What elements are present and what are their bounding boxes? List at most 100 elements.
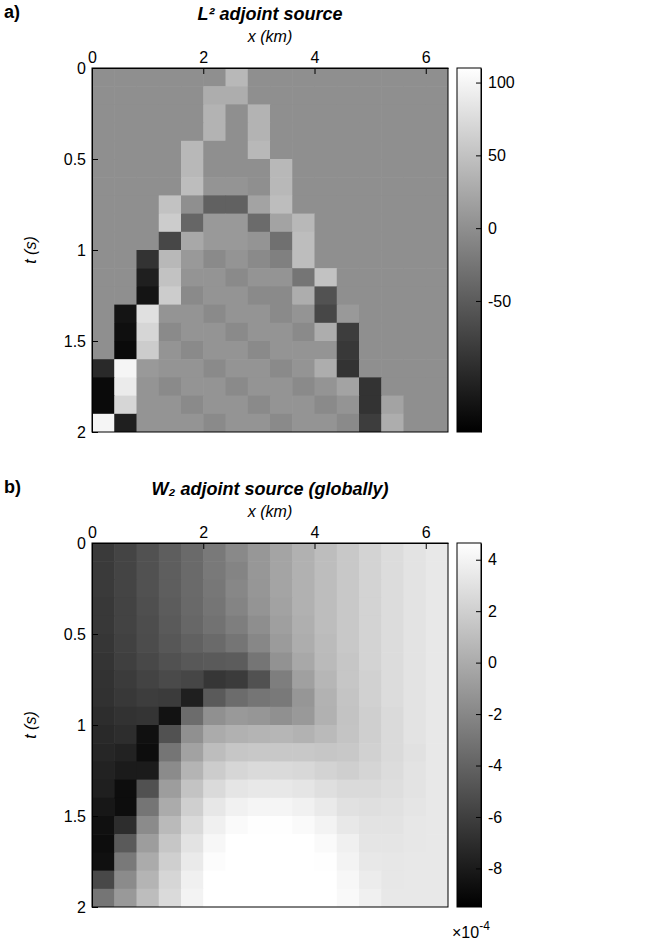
heatmap-cell [181,359,204,378]
y-axis-tick: 2 [77,899,98,916]
heatmap-cell [270,798,293,817]
heatmap-cell [137,670,160,689]
heatmap-cell [292,816,315,835]
heatmap-cell [92,652,115,671]
heatmap-cell [337,323,360,342]
heatmap-cell [248,377,271,396]
heatmap-cell [381,195,404,214]
heatmap-cell [337,68,360,87]
y-axis-tick-mark [92,432,98,433]
heatmap-cell [404,250,427,269]
heatmap-cell [92,670,115,689]
heatmap-cell [203,543,226,562]
heatmap-cell [159,377,182,396]
heatmap-cell [248,780,271,799]
colorbar-axis-tick-mark [476,766,481,767]
colorbar-axis-tick-mark [476,228,481,229]
heatmap-cell [181,652,204,671]
colorbar-axis-tick: 50 [476,147,506,164]
heatmap-cell [292,725,315,744]
y-axis-tick-mark [92,68,98,69]
heatmap-cell [248,159,271,178]
heatmap-cell [381,359,404,378]
heatmap-cell [248,743,271,762]
heatmap-cell [426,652,448,671]
heatmap-cell [426,743,448,762]
heatmap-cell [248,616,271,635]
heatmap-cell [181,780,204,799]
heatmap-cell [159,123,182,142]
heatmap-cell [426,852,448,871]
heatmap-cell [292,761,315,780]
heatmap-cell [270,123,293,142]
heatmap-cell [292,377,315,396]
heatmap-cell [92,414,115,432]
heatmap-cell [359,871,382,890]
heatmap-cell [92,214,115,233]
heatmap-cell [92,341,115,360]
heatmap-cell [292,871,315,890]
heatmap-cell [203,616,226,635]
heatmap-cell [426,214,448,233]
heatmap-cell [426,359,448,378]
heatmap-cell [426,104,448,123]
heatmap-cell [337,543,360,562]
heatmap-cell [181,323,204,342]
heatmap-cell [203,689,226,708]
heatmap-cell [337,396,360,415]
heatmap-cell [337,871,360,890]
heatmap-cell [359,159,382,178]
heatmap-cell [359,598,382,617]
heatmap-cell [426,177,448,196]
heatmap-cell [315,780,338,799]
heatmap-cell [270,871,293,890]
heatmap-cell [137,250,160,269]
heatmap-cell [226,86,249,105]
heatmap-cell [137,634,160,653]
heatmap-cell [426,414,448,432]
colorbar-axis-tick: -4 [476,757,502,774]
heatmap-cell [114,816,137,835]
colorbar-axis-tick-mark [476,868,481,869]
heatmap-cell [270,579,293,598]
heatmap-cell [159,761,182,780]
heatmap-cell [381,616,404,635]
heatmap-cell [381,670,404,689]
heatmap-cell [315,123,338,142]
heatmap-cell [337,652,360,671]
colorbar [457,543,481,907]
heatmap-cell [114,798,137,817]
heatmap-cell [181,123,204,142]
heatmap-cell [114,598,137,617]
heatmap-cell [404,86,427,105]
heatmap-cell [92,761,115,780]
heatmap-cell [137,377,160,396]
heatmap-cell [337,561,360,580]
heatmap-cell [137,889,160,907]
heatmap-cell [381,286,404,305]
heatmap-cell [203,341,226,360]
heatmap-cell [159,141,182,160]
heatmap-cell [226,761,249,780]
heatmap-cell [159,214,182,233]
heatmap-cell [181,195,204,214]
heatmap-cell [404,670,427,689]
heatmap-cell [292,141,315,160]
x-axis-tick-label: 4 [311,49,320,66]
heatmap-cell [292,268,315,287]
heatmap-cell [270,780,293,799]
heatmap-cell [381,707,404,726]
heatmap-cell [114,195,137,214]
heatmap-cell [248,852,271,871]
heatmap-cell [181,104,204,123]
heatmap-cell [292,159,315,178]
heatmap-cell [226,889,249,907]
heatmap-cell [426,816,448,835]
heatmap-cell [226,359,249,378]
heatmap-cell [181,159,204,178]
heatmap-cell [270,889,293,907]
heatmap-cell [137,341,160,360]
heatmap-cell [404,305,427,324]
x-axis-tick-label: 6 [422,49,431,66]
heatmap-cell [203,561,226,580]
